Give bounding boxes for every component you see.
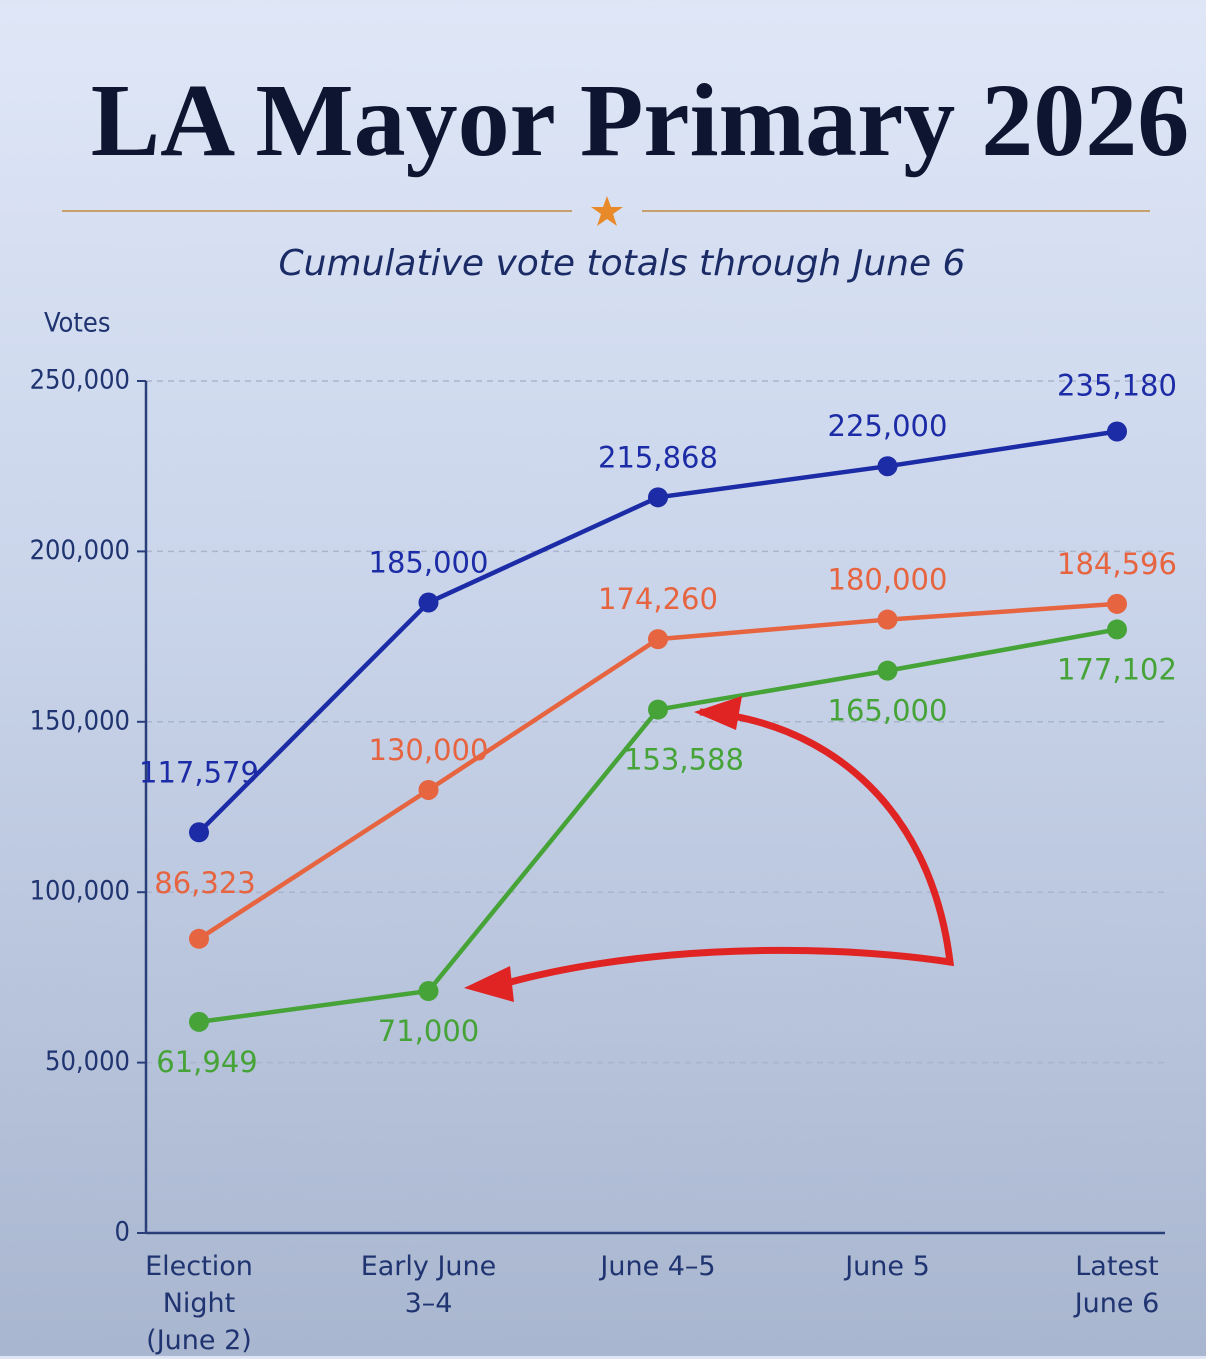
data-point xyxy=(1107,421,1127,442)
data-label: 130,000 xyxy=(369,733,489,767)
data-label: 177,102 xyxy=(1057,652,1177,686)
x-tick-label: Latest June 6 xyxy=(1074,1251,1160,1319)
data-label: 235,180 xyxy=(1057,369,1177,403)
data-point xyxy=(418,981,439,1002)
data-point xyxy=(1107,593,1127,614)
star xyxy=(591,196,623,226)
y-tick-label: 100,000 xyxy=(30,876,130,907)
plot: 0 50,000 100,000 150,000 200,000 250,000 117,5… xyxy=(30,365,1177,1248)
chart-subtitle: Cumulative vote totals through June 6 xyxy=(279,243,966,284)
data-label: 71,000 xyxy=(378,1014,479,1048)
data-label: 174,260 xyxy=(598,582,718,616)
data-point xyxy=(877,660,898,681)
data-point xyxy=(189,928,209,949)
data-label: 117,579 xyxy=(139,755,259,789)
data-point xyxy=(877,456,898,477)
data-label: 61,949 xyxy=(156,1045,257,1079)
data-point xyxy=(877,609,898,630)
data-label: 185,000 xyxy=(369,546,489,580)
data-point xyxy=(189,1011,209,1032)
annotation-arrow xyxy=(464,696,955,1002)
data-point xyxy=(648,629,668,650)
y-tick-label: 250,000 xyxy=(30,365,130,396)
chart-title: LA Mayor Primary 2026 xyxy=(91,63,1190,178)
data-point xyxy=(418,592,439,613)
y-tick-label: 50,000 xyxy=(45,1046,130,1077)
arrow-path xyxy=(499,708,955,989)
series-line xyxy=(198,627,1118,1025)
x-tick-label: June 5 xyxy=(845,1251,930,1282)
data-label: 180,000 xyxy=(828,563,948,597)
x-tick-label: Election Night (June 2) xyxy=(145,1251,253,1356)
data-label: 165,000 xyxy=(828,694,948,728)
data-label: 225,000 xyxy=(828,409,948,443)
data-point xyxy=(648,487,668,508)
x-tick-label: June 4–5 xyxy=(600,1251,716,1282)
arrow-head xyxy=(694,696,742,730)
x-tick-label: Early June 3–4 xyxy=(360,1251,497,1319)
data-point xyxy=(189,822,209,843)
y-tick-label: 200,000 xyxy=(30,535,130,566)
data-point xyxy=(648,699,668,720)
data-label: 184,596 xyxy=(1057,547,1177,581)
data-point xyxy=(1107,619,1127,640)
data-label: 86,323 xyxy=(154,866,255,900)
data-label: 215,868 xyxy=(598,440,718,474)
data-label: 153,588 xyxy=(624,743,744,777)
y-tick-label: 150,000 xyxy=(30,705,130,736)
y-tick-label: 0 xyxy=(115,1217,130,1248)
arrow-head xyxy=(464,966,514,1002)
data-point xyxy=(418,779,439,800)
y-axis-label: Votes xyxy=(44,308,111,339)
